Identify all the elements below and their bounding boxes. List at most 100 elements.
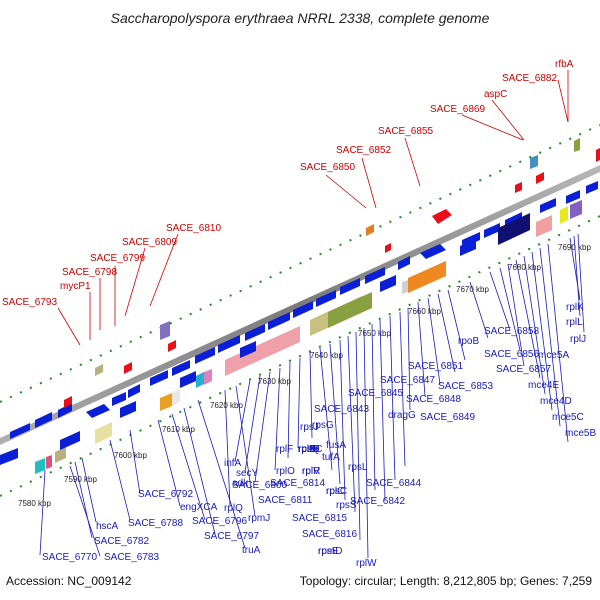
top-gene-labels: SACE_6793 mycP1 SACE_6798 SACE_6799 SACE… xyxy=(2,59,574,308)
gene-label: SACE_6849 xyxy=(420,412,475,423)
gene-label: rpsJ xyxy=(300,422,319,433)
gene-label: SACE_6843 xyxy=(314,404,369,415)
gene-label: SACE_6792 xyxy=(138,489,193,500)
bottom-leader-lines xyxy=(39,233,585,559)
gene-label: rplV xyxy=(302,466,320,477)
gene-label: SACE_6857 xyxy=(496,364,551,375)
scale-label: 7620 kbp xyxy=(210,401,243,410)
gene-label: SACE_6797 xyxy=(204,531,259,542)
scale-label: 7640 kbp xyxy=(310,351,343,360)
gene-label: mce5A xyxy=(538,350,569,361)
gene-label: SACE_6800 xyxy=(232,480,287,491)
rna-features xyxy=(64,148,600,408)
gene-label: rplK xyxy=(566,302,584,313)
gene-label: rplQ xyxy=(224,503,243,514)
gene-label: rpoB xyxy=(458,336,479,347)
gene-label: rplO xyxy=(276,466,295,477)
gene-label: rplX xyxy=(298,444,316,455)
gene-label: SACE_6855 xyxy=(378,126,433,137)
gene-label: infA xyxy=(224,458,242,469)
gene-label: rpmD xyxy=(318,546,342,557)
gene-label: mce4D xyxy=(540,396,572,407)
gene-label: SACE_6799 xyxy=(90,253,145,264)
gene-label: SACE_6814 xyxy=(270,478,325,489)
gene-label: SACE_6845 xyxy=(348,388,403,399)
feature-blocks xyxy=(35,138,582,474)
gene-label: SACE_6793 xyxy=(2,297,57,308)
genome-summary-text: Topology: circular; Length: 8,212,805 bp… xyxy=(299,574,592,588)
gene-label: rpmC xyxy=(298,444,322,455)
gene-label: rplE xyxy=(298,444,316,455)
gene-label: rpsE xyxy=(318,546,339,557)
gene-label: dragG xyxy=(388,410,416,421)
gene-label: SACE_6852 xyxy=(336,145,391,156)
scale-label: 7580 kbp xyxy=(18,499,51,508)
scale-label: 7630 kbp xyxy=(258,377,291,386)
gene-label: mce5B xyxy=(565,428,596,439)
gene-label: SACE_6851 xyxy=(408,361,463,372)
bottom-gene-labels: SACE_6770 SACE_6783 SACE_6782 hscA SACE_… xyxy=(42,302,596,569)
scale-label: 7590 kbp xyxy=(64,475,97,484)
gene-label: rplN xyxy=(298,444,316,455)
gene-label: SACE_6850 xyxy=(300,162,355,173)
gene-label: rplB xyxy=(298,444,316,455)
gene-label: SACE_6858 xyxy=(484,326,539,337)
gene-label: SACE_6847 xyxy=(380,375,435,386)
gene-label: SACE_6882 xyxy=(502,73,557,84)
scale-label: 7610 kbp xyxy=(162,425,195,434)
gene-label: SACE_6869 xyxy=(430,104,485,115)
scale-label: 7680 kbp xyxy=(508,263,541,272)
gene-label: rpsH xyxy=(298,444,319,455)
gene-label: rpsC xyxy=(326,486,347,497)
gene-label: SACE_6788 xyxy=(128,518,183,529)
tick-track-outer xyxy=(0,124,600,403)
scale-label: 7650 kbp xyxy=(358,329,391,338)
genome-backbone xyxy=(0,165,600,445)
gene-label: adk xyxy=(232,478,249,489)
gene-label: SACE_6770 xyxy=(42,552,97,563)
gene-label: rpsL xyxy=(348,462,368,473)
gene-label: hscA xyxy=(96,521,119,532)
gene-label: SACE_6783 xyxy=(104,552,159,563)
gene-label: SACE_6842 xyxy=(350,496,405,507)
gene-label: rpmJ xyxy=(248,513,270,524)
gene-label: SACE_6853 xyxy=(438,381,493,392)
accession-text: Accession: NC_009142 xyxy=(6,574,132,588)
figure-title: Saccharopolyspora erythraea NRRL 2338, c… xyxy=(110,10,490,26)
gene-label: SACE_6796 xyxy=(192,516,247,527)
gene-label: mce5C xyxy=(552,412,584,423)
gene-label: mycP1 xyxy=(60,281,91,292)
gene-label: SACE_6844 xyxy=(366,478,421,489)
gene-label: rfbA xyxy=(555,59,574,70)
gene-label: SACE_6798 xyxy=(62,267,117,278)
gene-label: SACE_6809 xyxy=(122,237,177,248)
gene-label: mce4E xyxy=(528,380,559,391)
gene-label: SACE_6810 xyxy=(166,223,221,234)
gene-label: SACE_6856 xyxy=(484,349,539,360)
gene-label: rpsG xyxy=(312,420,334,431)
gene-label: rpsS xyxy=(336,500,357,511)
gene-label: SACE_6816 xyxy=(302,529,357,540)
scale-label: 7600 kbp xyxy=(114,451,147,460)
reverse-strand-genes xyxy=(0,239,476,465)
gene-label: SACE_6815 xyxy=(292,513,347,524)
gene-label: rplC xyxy=(326,486,344,497)
gene-label: rpsQ xyxy=(298,444,320,455)
gene-label: truA xyxy=(242,545,261,556)
tick-track-inner xyxy=(0,215,600,497)
gene-label: tufA xyxy=(322,452,340,463)
gene-label: SACE_6811 xyxy=(258,495,313,506)
gene-label: rplR xyxy=(302,466,320,477)
gene-label: rplD xyxy=(298,444,316,455)
scale-label: 7660 kbp xyxy=(408,307,441,316)
gene-label: fusA xyxy=(326,440,346,451)
gene-label: rplW xyxy=(356,558,377,569)
gene-label: aspC xyxy=(484,89,507,100)
forward-strand-genes xyxy=(10,181,598,439)
gene-label: SACE_6782 xyxy=(94,536,149,547)
gene-label: rplJ xyxy=(570,334,586,345)
gene-label: engXCA xyxy=(180,502,218,513)
top-leader-lines xyxy=(57,70,569,346)
gene-label: rplL xyxy=(566,317,583,328)
